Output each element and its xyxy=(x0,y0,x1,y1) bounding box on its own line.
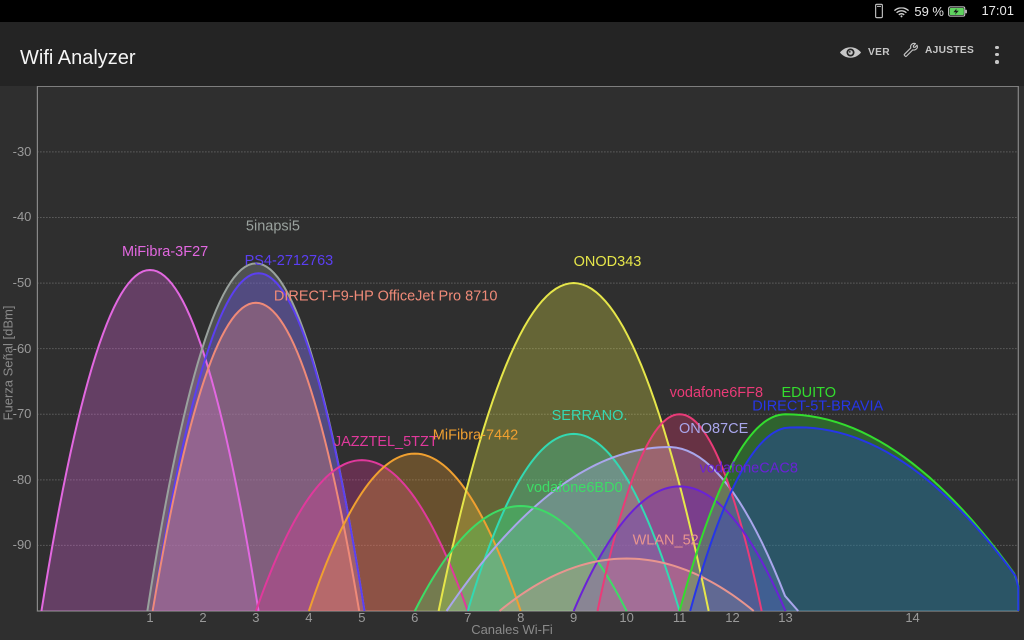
svg-text:MiFibra-3F27: MiFibra-3F27 xyxy=(122,244,208,260)
svg-text:ONO87CE: ONO87CE xyxy=(679,421,749,437)
svg-text:vodafone6FF8: vodafone6FF8 xyxy=(670,385,764,401)
svg-text:ONOD343: ONOD343 xyxy=(574,254,642,270)
svg-text:PS4-2712763: PS4-2712763 xyxy=(245,253,334,269)
svg-text:WLAN_52: WLAN_52 xyxy=(633,533,699,549)
svg-text:DIRECT-5T-BRAVIA: DIRECT-5T-BRAVIA xyxy=(752,398,883,414)
svg-text:JAZZTEL_5TZT: JAZZTEL_5TZT xyxy=(334,434,438,450)
svg-text:DIRECT-F9-HP OfficeJet Pro 871: DIRECT-F9-HP OfficeJet Pro 8710 xyxy=(274,289,498,305)
svg-text:vodafoneCAC8: vodafoneCAC8 xyxy=(700,460,798,476)
svg-text:MiFibra-7442: MiFibra-7442 xyxy=(433,428,518,444)
svg-text:vodafone6BD0: vodafone6BD0 xyxy=(527,480,623,496)
svg-text:5inapsi5: 5inapsi5 xyxy=(246,218,300,234)
svg-text:SERRANO.: SERRANO. xyxy=(552,408,628,424)
